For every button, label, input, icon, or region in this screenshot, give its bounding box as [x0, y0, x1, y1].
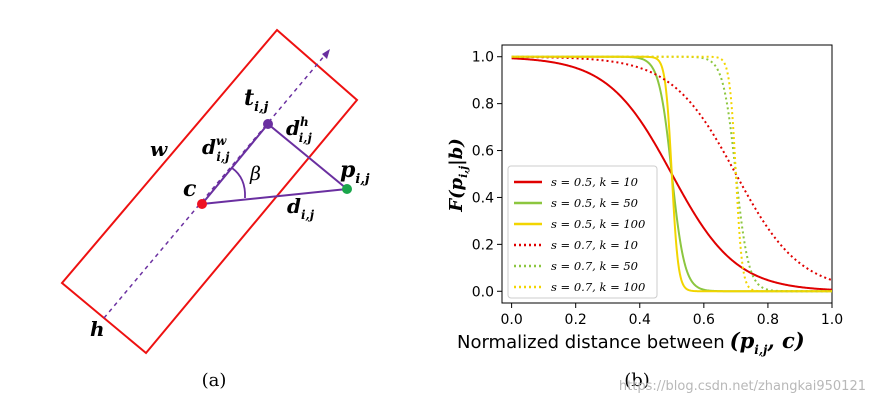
x-tick-label: 0.8 — [757, 312, 779, 328]
legend-label: s = 0.5, k = 50 — [551, 196, 638, 210]
legend-label: s = 0.5, k = 10 — [551, 175, 638, 189]
label-h: h — [90, 317, 105, 341]
point-t — [263, 119, 273, 129]
y-tick-label: 1.0 — [472, 50, 494, 66]
y-axis-label: F(pi,j|b) — [446, 138, 470, 213]
series-curves — [511, 55, 833, 293]
bounding-box — [60, 28, 359, 355]
watermark: https://blog.csdn.net/zhangkai950121 — [619, 379, 866, 394]
label-t: ti,j — [244, 85, 269, 115]
x-tick-label: 0.4 — [629, 312, 651, 328]
angle-beta-arc — [231, 167, 246, 199]
series-line — [511, 55, 832, 293]
series-line — [511, 55, 832, 293]
label-c: c — [183, 176, 197, 202]
y-tick-label: 0.2 — [472, 237, 494, 253]
y-ticks: 0.0 0.2 0.4 0.6 0.8 1.0 — [472, 50, 502, 300]
box-axis-dashed — [103, 54, 326, 319]
label-w: w — [150, 137, 168, 161]
caption-a: (a) — [202, 370, 227, 391]
legend-label: s = 0.7, k = 50 — [551, 259, 638, 273]
label-p: pi,j — [340, 157, 370, 187]
legend-label: s = 0.7, k = 100 — [551, 280, 645, 294]
label-beta: β — [249, 163, 261, 185]
legend-box — [507, 165, 658, 299]
x-axis-label: Normalized distance between (pi,j, c) — [457, 328, 805, 357]
y-tick-label: 0.8 — [472, 97, 494, 113]
legend-label: s = 0.5, k = 100 — [551, 217, 645, 231]
panel-a-diagram: w h c ti,j pi,j dw i,j dh i,j di,j β (a) — [60, 28, 370, 391]
segment-t-p — [267, 123, 348, 190]
segment-c-p — [201, 188, 348, 205]
y-tick-label: 0.6 — [472, 144, 494, 160]
series-line — [511, 55, 833, 282]
x-tick-label: 0.6 — [693, 312, 715, 328]
axis-arrowhead — [322, 49, 330, 59]
label-d-h: dh i,j — [286, 115, 312, 145]
legend: s = 0.5, k = 10 s = 0.5, k = 50 s = 0.5, k… — [507, 165, 658, 299]
point-c — [197, 199, 207, 209]
y-tick-label: 0.0 — [472, 284, 494, 300]
panel-b-chart: 0.0 0.2 0.4 0.6 0.8 1.0 0.0 0.2 0.4 0.6 0.8 1.0 F(… — [446, 44, 866, 394]
x-tick-label: 0.2 — [565, 312, 587, 328]
caption-b: (b) — [624, 370, 650, 391]
label-d: di,j — [287, 194, 315, 222]
legend-label: s = 0.7, k = 10 — [551, 238, 638, 252]
y-tick-label: 0.4 — [472, 190, 494, 206]
x-tick-label: 0.0 — [500, 312, 522, 328]
x-tick-label: 1.0 — [821, 312, 843, 328]
label-d-w: dw i,j — [202, 134, 230, 164]
x-ticks: 0.0 0.2 0.4 0.6 0.8 1.0 — [500, 303, 843, 328]
point-p — [342, 184, 352, 194]
segment-c-t — [201, 123, 269, 205]
